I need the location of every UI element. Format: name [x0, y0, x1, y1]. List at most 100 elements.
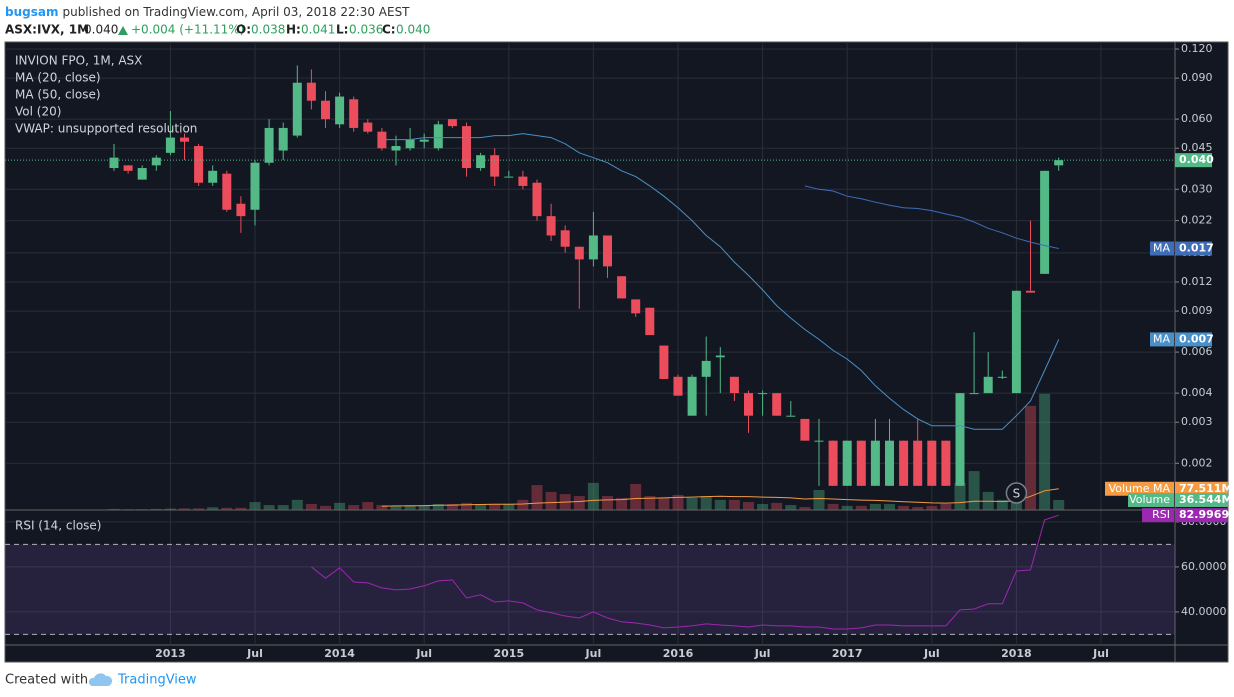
candle-body: [631, 299, 641, 314]
volume-bar: [489, 503, 501, 510]
chart-title: INVION FPO, 1M, ASX: [15, 54, 142, 68]
logo[interactable]: [88, 673, 113, 686]
y-tick-label: 0.022: [1181, 214, 1213, 227]
close-value: 0.040: [396, 23, 430, 37]
event-label: S: [1013, 487, 1021, 501]
candle-body: [673, 376, 683, 396]
volume-bar: [771, 502, 783, 510]
candle-body: [222, 173, 232, 210]
candle-body: [560, 230, 570, 247]
volume-bar: [869, 503, 881, 510]
candle-body: [913, 440, 923, 486]
last-price: 0.040: [84, 23, 118, 37]
y-tick-label: 0.060: [1181, 112, 1213, 125]
value-box-name-text: RSI: [1152, 508, 1170, 521]
volume-bar: [743, 502, 754, 510]
y-tick-label: 0.012: [1181, 275, 1213, 288]
volume-bar: [1039, 393, 1051, 510]
volume-bar: [320, 505, 331, 510]
candle-body: [123, 165, 133, 171]
y-tick-label: 0.120: [1181, 42, 1213, 55]
volume-bar: [658, 497, 670, 510]
candle-body: [983, 376, 993, 394]
volume-bar: [390, 505, 402, 510]
volume-bar: [461, 502, 472, 510]
open-label: O:: [236, 23, 251, 37]
low-label: L:: [336, 23, 348, 37]
candle-body: [941, 440, 951, 486]
candle-body: [997, 376, 1007, 378]
candle-body: [574, 246, 584, 260]
rsi-pane: [5, 514, 1175, 635]
candle-body: [306, 82, 316, 101]
footer-brand[interactable]: TradingView: [117, 673, 197, 688]
value-box-name: [1128, 492, 1174, 507]
value-box: [1175, 492, 1228, 507]
candle-body: [447, 119, 457, 127]
up-arrow: [118, 26, 128, 35]
volume-bar: [404, 505, 416, 510]
candle-body: [870, 440, 880, 486]
volume-bar: [362, 502, 374, 510]
footer-created: Created with: [5, 673, 88, 688]
volume-bar: [940, 503, 952, 510]
candle-body: [462, 126, 471, 169]
volume-bar: [235, 507, 247, 510]
volume-bar: [855, 505, 867, 510]
candle-body: [969, 393, 979, 395]
price-pane: S: [5, 65, 1175, 510]
volume-bar: [799, 506, 811, 510]
change: +0.004 (+11.11%): [131, 23, 244, 37]
high-label: H:: [286, 23, 301, 37]
volume-bar: [517, 499, 529, 510]
x-tick-label: 2018: [1001, 647, 1032, 660]
volume-bar: [291, 499, 303, 510]
candle-body: [786, 415, 796, 417]
event-marker: [1005, 482, 1028, 504]
volume-bar: [263, 505, 275, 510]
low-value: 0.036: [349, 23, 383, 37]
candle-body: [518, 176, 528, 186]
candle-body: [180, 137, 189, 142]
value-box: [1175, 481, 1228, 496]
volume-ma-line: [381, 488, 1059, 507]
rsi-line: [311, 514, 1059, 630]
volume-bar: [249, 502, 261, 510]
candle-body: [659, 345, 669, 379]
value-box: [1175, 508, 1228, 523]
y-tick-label: 0.002: [1181, 456, 1213, 469]
value-box-text: 0.040: [1179, 153, 1214, 166]
candle-body: [532, 182, 542, 217]
value-box-text: 36.544M: [1179, 493, 1232, 506]
candle-body: [236, 203, 246, 217]
volume-bar: [418, 505, 430, 510]
volume-bar: [700, 496, 712, 510]
x-tick-label: Jul: [754, 647, 771, 660]
volume-bar: [884, 503, 895, 510]
high-value: 0.041: [301, 23, 335, 37]
candle-body: [363, 122, 373, 132]
value-box-text: 77.511M: [1179, 482, 1232, 495]
axis-labels: 2013 Jul 2014 Jul 2015 Jul 2016 Jul 2017 Jul 2018 J…: [155, 42, 1232, 660]
x-tick-label: Jul: [246, 647, 263, 660]
candle-body: [151, 157, 161, 166]
candle-body: [687, 376, 697, 416]
candle-body: [715, 355, 725, 358]
volume-bar: [926, 505, 938, 510]
candle-body: [292, 82, 302, 136]
volume-bar: [728, 499, 740, 510]
y-tick-label: 0.090: [1181, 71, 1213, 84]
candle-body: [278, 127, 288, 151]
volume-bar: [757, 503, 769, 510]
value-box: [1175, 241, 1212, 256]
y-tick-label: 0.003: [1181, 415, 1213, 428]
author[interactable]: bugsam: [5, 5, 58, 19]
candle-body: [1011, 290, 1021, 394]
legend-item: MA (20, close): [15, 71, 101, 85]
candle-body: [729, 376, 739, 394]
volume-bar: [150, 508, 162, 510]
legend-item: VWAP: unsupported resolution: [15, 122, 197, 136]
volume-bar: [827, 503, 839, 510]
x-tick-label: Jul: [585, 647, 602, 660]
